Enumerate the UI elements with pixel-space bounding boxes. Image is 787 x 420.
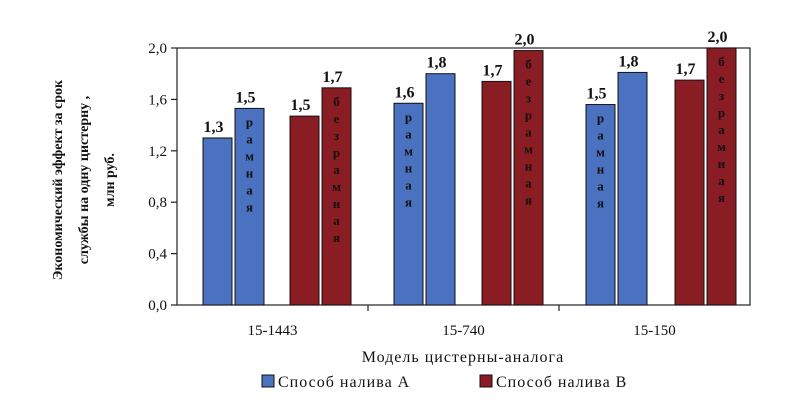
y-tick-label: 1,6 [148,92,167,108]
bar [393,102,424,306]
y-tick-label: 2,0 [148,41,167,57]
legend-label: Способ налива А [278,374,410,391]
legend-label: Способ налива В [496,374,627,391]
bar [513,50,544,306]
data-label: 1,3 [204,119,224,136]
bar [481,80,512,306]
data-label: 1,5 [236,89,256,106]
plot-area [176,47,751,306]
bar [202,137,233,306]
legend-swatch [261,374,275,388]
data-label: 1,5 [587,86,607,103]
data-label: 1,8 [619,53,639,70]
x-tick-label: 15-740 [442,323,485,339]
y-tick-label: 1,2 [148,144,167,160]
bar [321,87,352,306]
data-label: 1,7 [483,62,503,79]
y-axis-ticks: 0,0 0,4 0,8 1,2 1,6 2,0 [148,41,177,314]
y-axis-title-line: Экономический эффект за срок [51,79,66,280]
data-label: 2,0 [515,32,535,49]
x-tick-label: 15-150 [633,323,676,339]
plot-border [176,47,751,306]
bar [674,79,705,306]
data-label: 1,6 [395,84,415,101]
bar [289,115,320,306]
data-label: 1,5 [291,97,311,114]
data-label: 2,0 [708,29,728,46]
legend-swatch [479,374,493,388]
legend: Способ налива А Способ налива В [261,374,627,391]
data-label: 1,7 [323,69,343,86]
data-label: 1,7 [676,61,696,78]
bar [617,71,648,306]
y-tick-label: 0,8 [148,195,167,211]
x-tick-label: 15-1443 [248,323,298,339]
y-axis-title: Экономический эффект за срок службы на од… [51,79,118,280]
data-label: 1,8 [427,55,447,72]
bar [234,107,265,306]
y-axis-title-line: службы на одну цистерну , [77,96,92,264]
bar [425,73,456,306]
x-axis-title: Модель цистерны-аналога [362,349,564,366]
y-tick-label: 0,0 [148,298,167,314]
y-axis-title-line: млн руб. [103,153,118,207]
bar [706,47,737,306]
bars: 1,3 1,5 р а м н а я 1,5 1,7 б е з р а м н а я 1,6 р а м н а я 1,8 1… [202,29,737,306]
y-tick-label: 0,4 [148,247,167,263]
bar [585,104,616,306]
x-axis-ticks: 15-1443 15-740 15-150 [248,305,676,339]
